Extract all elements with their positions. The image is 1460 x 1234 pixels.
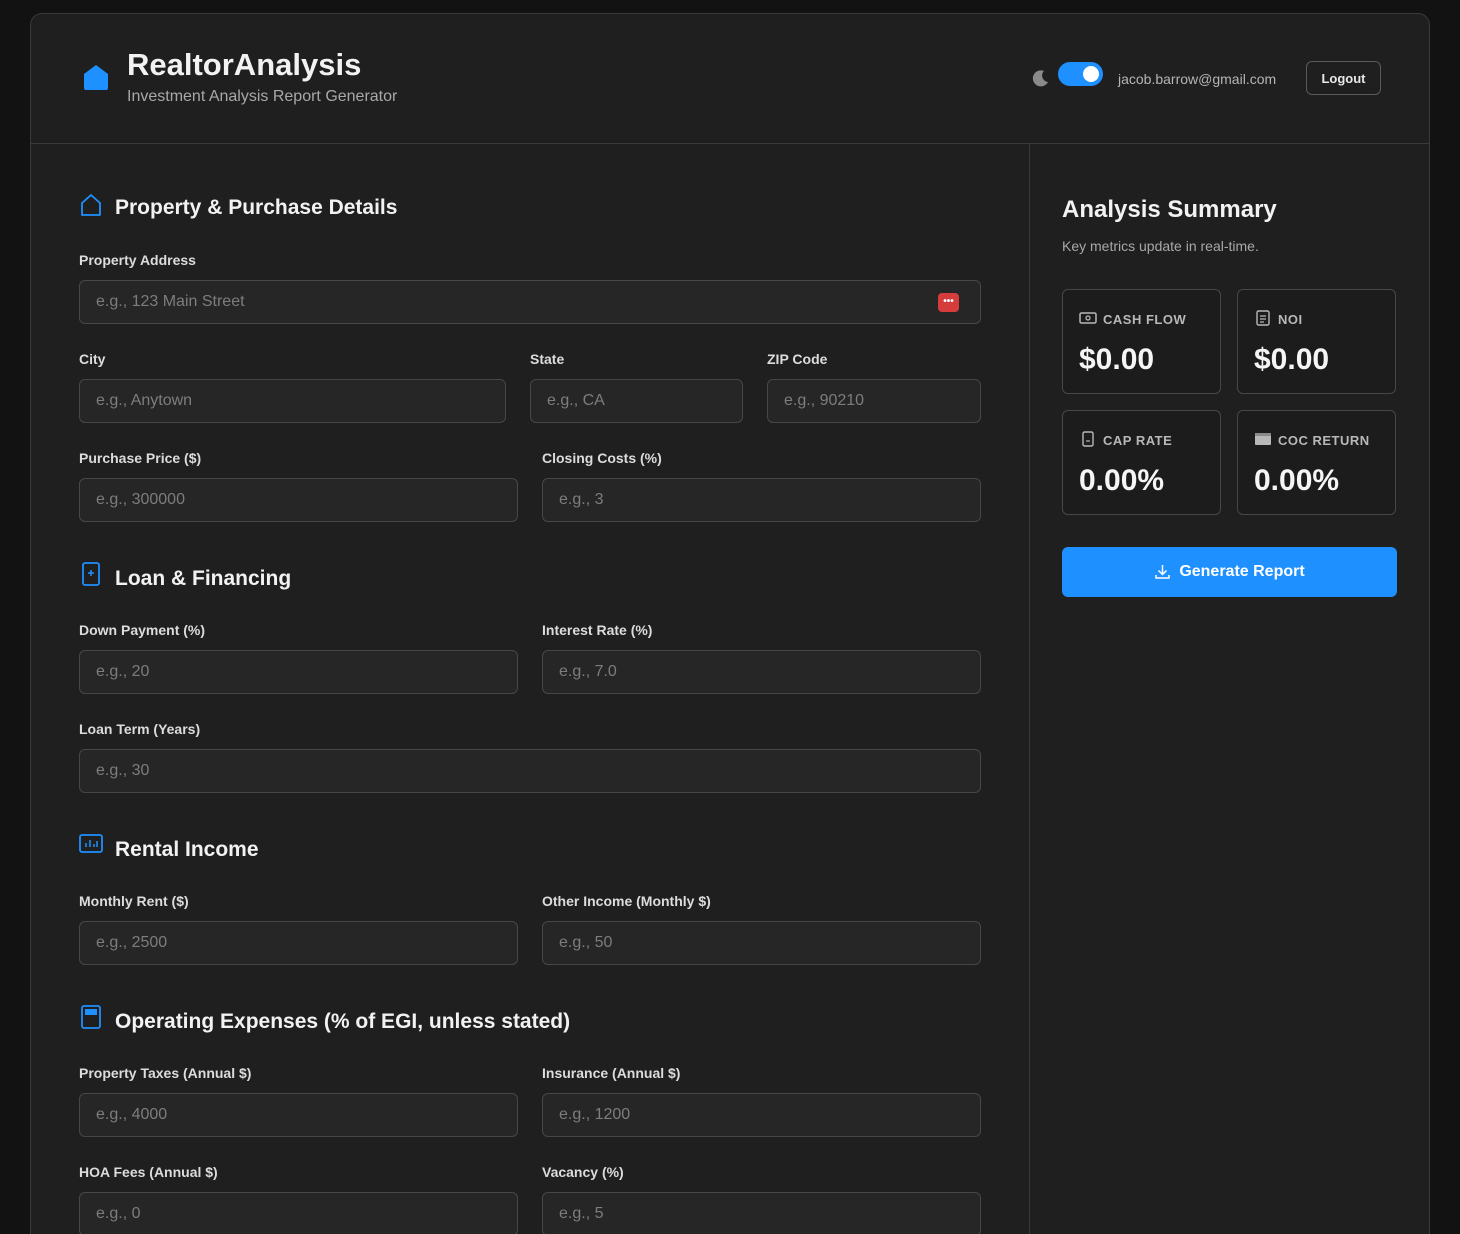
receipt-icon [81, 1005, 101, 1029]
summary-panel: Analysis Summary Key metrics update in r… [1030, 144, 1429, 1234]
interest-rate-label: Interest Rate (%) [542, 622, 653, 638]
metric-card-coc-return: COC RETURN 0.00% [1237, 410, 1396, 515]
loan-term-input[interactable] [79, 749, 981, 793]
chart-icon [79, 834, 103, 853]
dark-mode-toggle[interactable] [1058, 62, 1103, 86]
vacancy-label: Vacancy (%) [542, 1164, 624, 1180]
monthly-rent-input[interactable] [79, 921, 518, 965]
metric-label: CASH FLOW [1103, 312, 1187, 327]
calendar-icon [1255, 433, 1271, 445]
download-icon [1155, 565, 1171, 580]
section-title-expenses: Operating Expenses (% of EGI, unless sta… [115, 1010, 571, 1033]
zip-label: ZIP Code [767, 351, 828, 367]
app-window: RealtorAnalysis Investment Analysis Repo… [30, 13, 1430, 1234]
hoa-fees-input[interactable] [79, 1192, 518, 1234]
logout-button[interactable]: Logout [1306, 61, 1381, 95]
hoa-fees-label: HOA Fees (Annual $) [79, 1164, 218, 1180]
insurance-input[interactable] [542, 1093, 981, 1137]
state-label: State [530, 351, 565, 367]
metric-card-cash-flow: CASH FLOW $0.00 [1062, 289, 1221, 394]
property-taxes-label: Property Taxes (Annual $) [79, 1065, 252, 1081]
user-email: jacob.barrow@gmail.com [1118, 71, 1277, 87]
metric-value: 0.00% [1079, 464, 1165, 497]
address-input[interactable] [79, 280, 981, 324]
zip-input[interactable] [767, 379, 981, 423]
metric-value: $0.00 [1254, 343, 1330, 376]
interest-rate-input[interactable] [542, 650, 981, 694]
other-income-input[interactable] [542, 921, 981, 965]
toggle-knob [1083, 66, 1099, 82]
metric-value: $0.00 [1079, 343, 1155, 376]
moon-icon [1032, 70, 1048, 87]
property-taxes-input[interactable] [79, 1093, 518, 1137]
down-payment-input[interactable] [79, 650, 518, 694]
metric-card-noi: NOI $0.00 [1237, 289, 1396, 394]
summary-title: Analysis Summary [1062, 196, 1277, 223]
home-icon [81, 194, 101, 216]
other-income-label: Other Income (Monthly $) [542, 893, 711, 909]
metric-label: CAP RATE [1103, 433, 1173, 448]
section-title-property: Property & Purchase Details [115, 196, 398, 219]
clipboard-icon [1256, 310, 1270, 326]
vacancy-input[interactable] [542, 1192, 981, 1234]
brand-subtitle: Investment Analysis Report Generator [127, 88, 398, 105]
purchase-price-input[interactable] [79, 478, 518, 522]
purchase-price-label: Purchase Price ($) [79, 450, 202, 466]
metric-value: 0.00% [1254, 464, 1340, 497]
metric-label: COC RETURN [1278, 433, 1370, 448]
loan-term-label: Loan Term (Years) [79, 721, 201, 737]
brand-title: RealtorAnalysis [127, 47, 362, 82]
generate-report-button[interactable]: Generate Report [1062, 547, 1397, 597]
form-panel: Property & Purchase Details Property Add… [31, 144, 1030, 1234]
metric-label: NOI [1278, 312, 1303, 327]
monthly-rent-label: Monthly Rent ($) [79, 893, 189, 909]
house-logo-icon [84, 65, 108, 90]
section-title-rental: Rental Income [115, 838, 259, 861]
metric-card-cap-rate: CAP RATE 0.00% [1062, 410, 1221, 515]
down-payment-label: Down Payment (%) [79, 622, 206, 638]
password-manager-icon[interactable]: ••• [938, 293, 959, 312]
cash-icon [1079, 312, 1097, 324]
state-input[interactable] [530, 379, 743, 423]
insurance-label: Insurance (Annual $) [542, 1065, 681, 1081]
closing-costs-input[interactable] [542, 478, 981, 522]
calculator-icon [82, 562, 100, 586]
city-label: City [79, 351, 106, 367]
generate-report-label: Generate Report [1179, 563, 1305, 580]
section-title-loan: Loan & Financing [115, 567, 292, 590]
city-input[interactable] [79, 379, 506, 423]
address-label: Property Address [79, 252, 196, 268]
header: RealtorAnalysis Investment Analysis Repo… [31, 14, 1429, 144]
closing-costs-label: Closing Costs (%) [542, 450, 662, 466]
document-icon [1082, 431, 1094, 447]
summary-subtitle: Key metrics update in real-time. [1062, 238, 1259, 254]
